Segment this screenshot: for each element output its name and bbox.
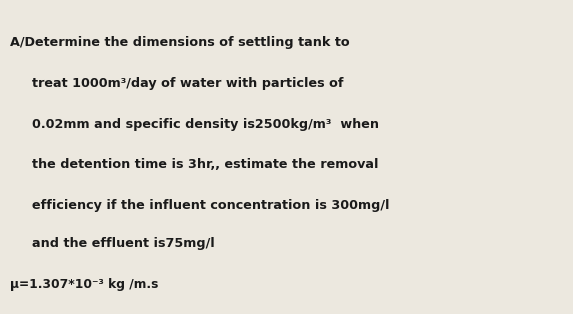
Text: μ=1.307*10⁻³ kg /m.s: μ=1.307*10⁻³ kg /m.s xyxy=(10,278,159,291)
Text: and the effluent is75mg/l: and the effluent is75mg/l xyxy=(32,237,214,250)
Text: treat 1000m³/day of water with particles of: treat 1000m³/day of water with particles… xyxy=(32,77,343,90)
Text: 0.02mm and specific density is2500kg/m³  when: 0.02mm and specific density is2500kg/m³ … xyxy=(32,117,379,131)
Text: A/Determine the dimensions of settling tank to: A/Determine the dimensions of settling t… xyxy=(10,36,350,49)
Text: efficiency if the influent concentration is 300mg/l: efficiency if the influent concentration… xyxy=(32,199,389,212)
Text: the detention time is 3hr,, estimate the removal: the detention time is 3hr,, estimate the… xyxy=(32,158,378,171)
